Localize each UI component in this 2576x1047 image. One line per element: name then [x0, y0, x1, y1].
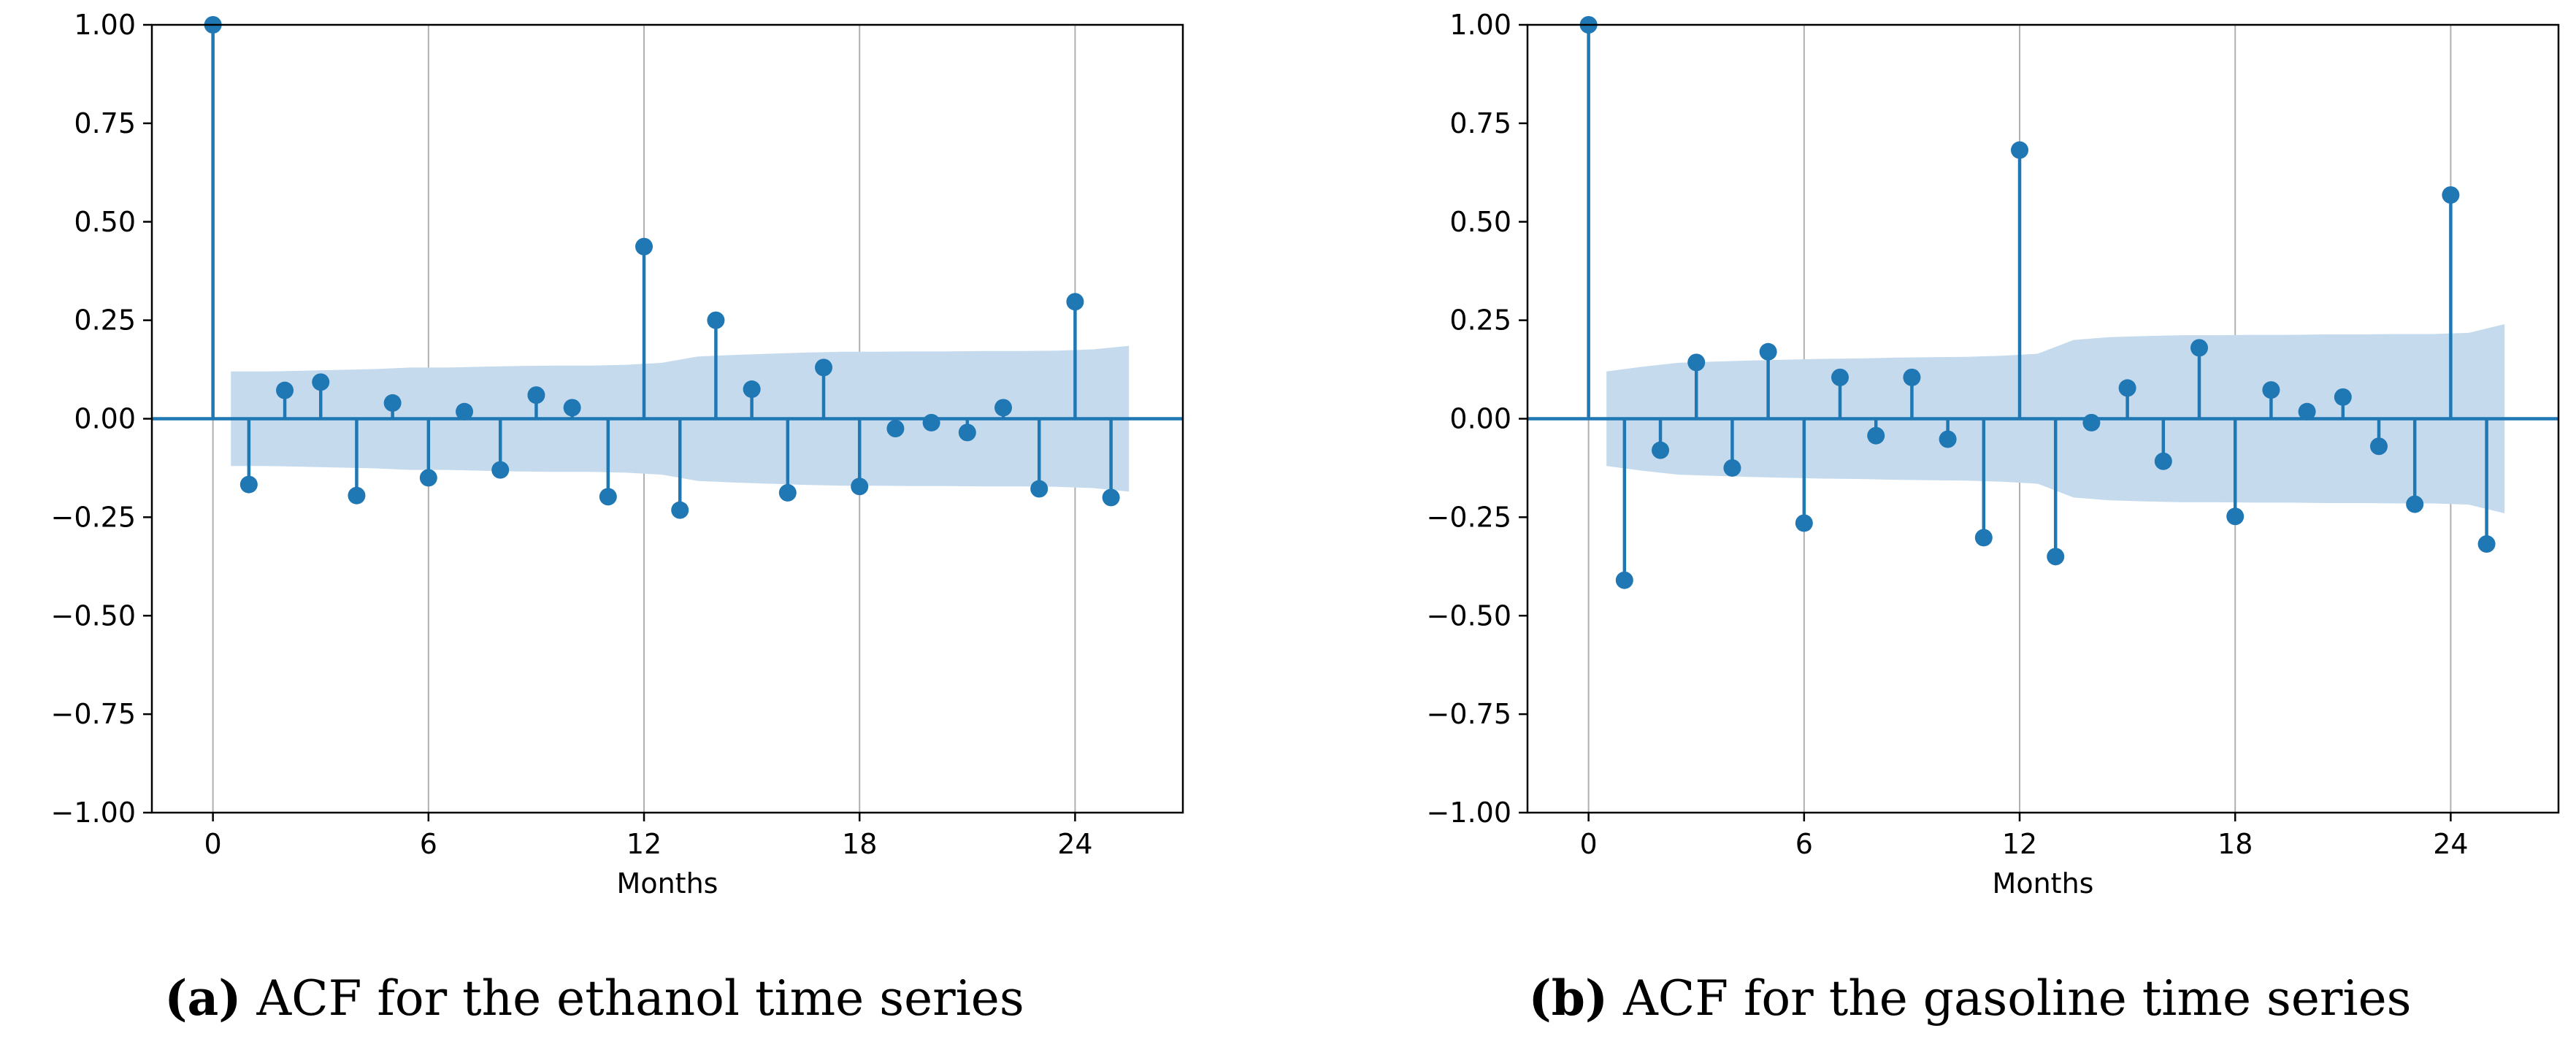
acf-point	[1615, 571, 1633, 589]
y-tick-label: 0.00	[1449, 403, 1511, 435]
acf-point	[239, 475, 258, 494]
y-tick-label: −0.25	[51, 501, 136, 533]
x-tick-label: 6	[420, 828, 437, 860]
acf-point	[383, 394, 402, 412]
y-tick-label: 0.25	[1449, 304, 1511, 337]
x-axis-label: Months	[617, 867, 718, 900]
acf-point	[958, 423, 976, 442]
acf-point	[2011, 141, 2029, 159]
y-tick-label: −0.50	[51, 599, 136, 632]
acf-point	[743, 380, 761, 399]
y-tick-label: 1.00	[1449, 9, 1511, 41]
acf-point	[1831, 368, 1849, 386]
acf-point	[456, 402, 474, 421]
acf-point	[815, 358, 833, 377]
acf-point	[1652, 441, 1670, 459]
y-tick-label: −0.75	[51, 698, 136, 730]
y-tick-label: 0.00	[74, 403, 136, 435]
acf-point	[886, 419, 905, 437]
acf-point	[312, 373, 330, 391]
acf-point	[635, 237, 653, 256]
acf-point	[599, 488, 617, 506]
acf-point	[1867, 426, 1885, 445]
acf-point	[851, 478, 869, 496]
acf-point	[2334, 388, 2352, 406]
y-tick-label: −1.00	[51, 797, 136, 829]
acf-point	[2442, 186, 2460, 204]
acf-point	[1687, 353, 1706, 372]
x-tick-label: 24	[2433, 828, 2468, 860]
acf-point	[2190, 339, 2209, 357]
acf-point	[2047, 548, 2065, 566]
acf-point	[1974, 529, 1993, 547]
acf-point	[2370, 437, 2388, 456]
acf-point	[2298, 402, 2316, 421]
acf-point	[1066, 293, 1084, 311]
y-tick-label: 0.75	[74, 107, 136, 139]
acf-point	[348, 486, 366, 505]
x-axis-label: Months	[1993, 867, 2094, 900]
acf-point	[671, 501, 689, 519]
acf-point	[922, 413, 940, 432]
acf-point	[2118, 379, 2136, 397]
y-tick-label: 0.25	[74, 304, 136, 337]
x-tick-label: 12	[626, 828, 662, 860]
x-tick-label: 12	[2002, 828, 2037, 860]
caption-text: ACF for the gasoline time series	[1608, 970, 2411, 1027]
acf-point	[527, 386, 545, 404]
acf-point	[2262, 381, 2280, 399]
acf-point	[2477, 535, 2496, 553]
acf-point	[2154, 452, 2172, 470]
acf-point	[1030, 480, 1049, 498]
y-tick-label: 0.50	[74, 206, 136, 238]
y-tick-label: −0.50	[1427, 599, 1511, 632]
y-tick-label: −0.25	[1427, 501, 1511, 533]
acf-point	[778, 483, 797, 502]
acf-point	[1939, 430, 1957, 448]
acf-point	[491, 461, 510, 479]
acf-panel-a: 1.00 0.75 0.50 0.25 0.00 −0.25 −0.50 −0.75 −1.00…	[51, 9, 1184, 1027]
panel-label: (a)	[164, 970, 241, 1027]
y-tick-label: 0.50	[1449, 206, 1511, 238]
panel-label: (b)	[1528, 970, 1608, 1027]
acf-point	[276, 381, 294, 399]
caption-text: ACF for the ethanol time series	[242, 970, 1024, 1027]
acf-panel-b: 1.00 0.75 0.50 0.25 0.00 −0.25 −0.50 −0.75 −1.00…	[1427, 9, 2560, 1027]
figure-caption: (a) ACF for the ethanol time series	[164, 970, 1024, 1027]
acf-point	[563, 399, 581, 417]
y-tick-label: 1.00	[74, 9, 136, 41]
figure-caption: (b) ACF for the gasoline time series	[1528, 970, 2411, 1027]
acf-point	[419, 469, 437, 487]
y-tick-label: −1.00	[1427, 797, 1511, 829]
acf-point	[707, 311, 725, 329]
acf-point	[1903, 368, 1921, 386]
acf-point	[1723, 459, 1741, 477]
x-tick-label: 6	[1795, 828, 1813, 860]
acf-point	[2226, 507, 2245, 526]
acf-point	[1102, 488, 1120, 507]
x-tick-label: 0	[204, 828, 222, 860]
y-tick-label: 0.75	[1449, 107, 1511, 139]
acf-point	[1795, 514, 1813, 532]
acf-point	[2082, 413, 2101, 432]
x-tick-label: 0	[1580, 828, 1598, 860]
acf-point	[994, 399, 1013, 417]
acf-point	[2406, 495, 2424, 513]
x-tick-label: 24	[1057, 828, 1092, 860]
acf-point	[1759, 342, 1777, 361]
x-tick-label: 18	[2217, 828, 2253, 860]
y-tick-label: −0.75	[1427, 698, 1511, 730]
x-tick-label: 18	[842, 828, 877, 860]
